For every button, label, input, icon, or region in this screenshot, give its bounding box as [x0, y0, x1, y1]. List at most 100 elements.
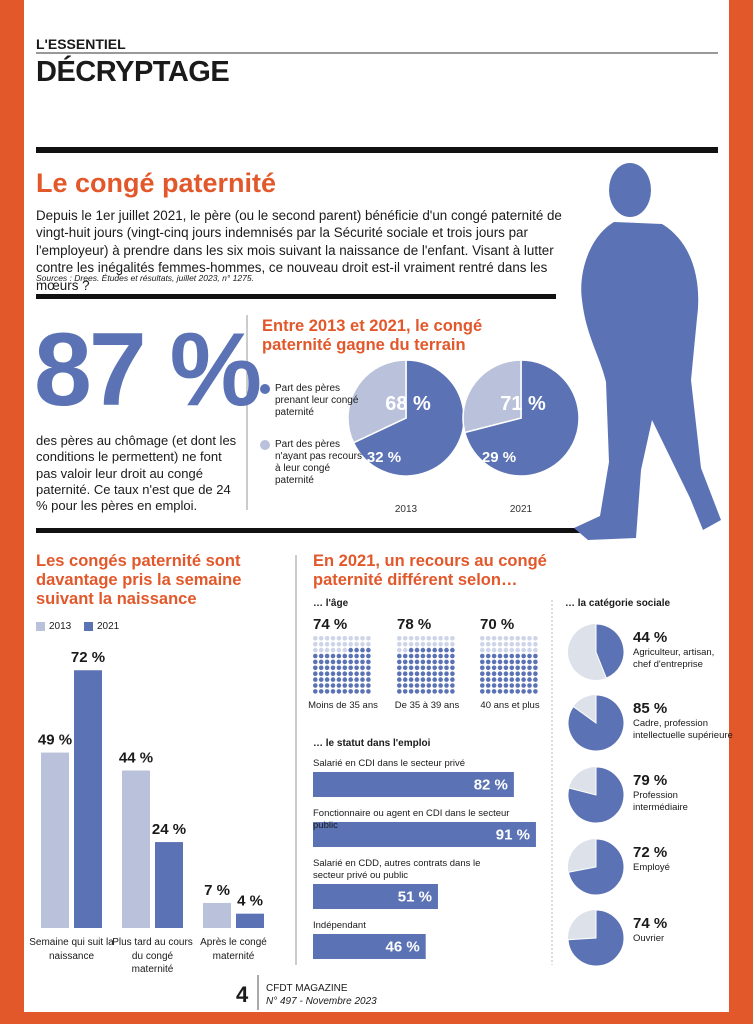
waffle-dot [330, 671, 336, 676]
waffle-dot [313, 683, 318, 688]
bar [313, 822, 536, 847]
waffle-empty-dot [402, 636, 408, 641]
waffle-dot [330, 659, 336, 665]
x-category-label: Semaine qui suit la naissance [29, 937, 114, 962]
article-title: Le congé paternité [36, 168, 277, 198]
waffle-dot [397, 659, 402, 665]
waffle-empty-dot [366, 641, 371, 647]
waffle-dot [438, 665, 443, 671]
chart-subtitle: … l'âge [313, 598, 349, 609]
bar-label: 4 % [237, 893, 263, 910]
pie-slice [567, 909, 625, 967]
page-title: DÉCRYPTAGE [36, 56, 230, 88]
waffle-empty-dot [480, 647, 485, 653]
waffle-dot [414, 677, 420, 682]
waffle-dot [408, 653, 414, 659]
waffle-dot [342, 677, 348, 682]
waffle-dot [491, 677, 497, 682]
waffle-dot [527, 653, 532, 659]
waffle-dot [366, 671, 371, 676]
waffle-dot [402, 683, 408, 688]
waffle-dot [432, 659, 438, 665]
waffle-dot [450, 653, 455, 659]
waffle-dot [420, 665, 426, 671]
waffle-dot [420, 659, 426, 665]
bar-label: 51 % [398, 889, 432, 906]
waffle-label: 74 % [313, 616, 348, 633]
pie-category: Ouvrier [633, 933, 665, 944]
waffle-dot [348, 677, 354, 682]
waffle-dot [420, 653, 426, 659]
section-rule [36, 528, 588, 533]
waffle-dot [324, 683, 330, 688]
waffle-dot [515, 689, 520, 694]
waffle-empty-dot [408, 641, 414, 647]
waffle-dot [497, 677, 503, 682]
waffle-empty-dot [313, 647, 318, 653]
waffle-dot [515, 683, 520, 688]
waffle-dot [402, 665, 408, 671]
waffle-dot [318, 653, 324, 659]
waffle-dot [408, 689, 414, 694]
waffle-dot [426, 671, 432, 676]
waffle-empty-dot [497, 647, 503, 653]
waffle-dot [432, 665, 438, 671]
waffle-empty-dot [450, 636, 455, 641]
waffle-dot [354, 659, 359, 665]
waffle-empty-dot [497, 641, 503, 647]
article-intro: Depuis le 1er juillet 2021, le père (ou … [36, 208, 562, 293]
waffle-dot [521, 689, 526, 694]
waffle-dot [318, 683, 324, 688]
waffle-dot [324, 665, 330, 671]
waffle-dot [444, 689, 449, 694]
section-rule [36, 294, 556, 299]
waffle-dot [397, 677, 402, 682]
waffle-empty-dot [360, 636, 365, 641]
waffle-dot [348, 659, 354, 665]
waffle-dot [402, 677, 408, 682]
waffle-dot [515, 677, 520, 682]
waffle-dot [527, 665, 532, 671]
waffle-dot [342, 659, 348, 665]
waffle-empty-dot [342, 641, 348, 647]
waffle-dot [397, 653, 402, 659]
waffle-dot [324, 659, 330, 665]
waffle-dot [444, 653, 449, 659]
waffle-dot [324, 653, 330, 659]
waffle-dot [342, 653, 348, 659]
waffle-dot [485, 689, 491, 694]
waffle-dot [491, 653, 497, 659]
waffle-dot [354, 677, 359, 682]
waffle-empty-dot [521, 641, 526, 647]
pie-slice [567, 694, 625, 752]
bar [313, 884, 438, 909]
bar-label: 72 % [71, 649, 105, 666]
waffle-dot [366, 683, 371, 688]
waffle-dot [408, 683, 414, 688]
waffle-dot [503, 659, 509, 665]
bar [203, 902, 231, 928]
waffle-dot [485, 683, 491, 688]
pie-label: 74 % [633, 915, 668, 932]
waffle-dot [521, 677, 526, 682]
waffle-empty-dot [360, 641, 365, 647]
waffle-dot [438, 653, 443, 659]
waffle-dot [480, 689, 485, 694]
waffle-dot [402, 659, 408, 665]
waffle-dot [330, 677, 336, 682]
waffle-dot [313, 665, 318, 671]
waffle-dot [354, 665, 359, 671]
legend-swatch [36, 622, 45, 631]
waffle-dot [318, 677, 324, 682]
waffle-dot [360, 689, 365, 694]
pie-category: Employé [633, 862, 670, 873]
waffle-dot [313, 659, 318, 665]
pie-slice [462, 359, 522, 434]
waffle-empty-dot [354, 641, 359, 647]
bar-label: 24 % [152, 821, 186, 838]
waffle-dot [509, 677, 515, 682]
waffle-dot [432, 653, 438, 659]
waffle-dot [342, 683, 348, 688]
waffle-dot [360, 677, 365, 682]
waffle-dot [480, 683, 485, 688]
